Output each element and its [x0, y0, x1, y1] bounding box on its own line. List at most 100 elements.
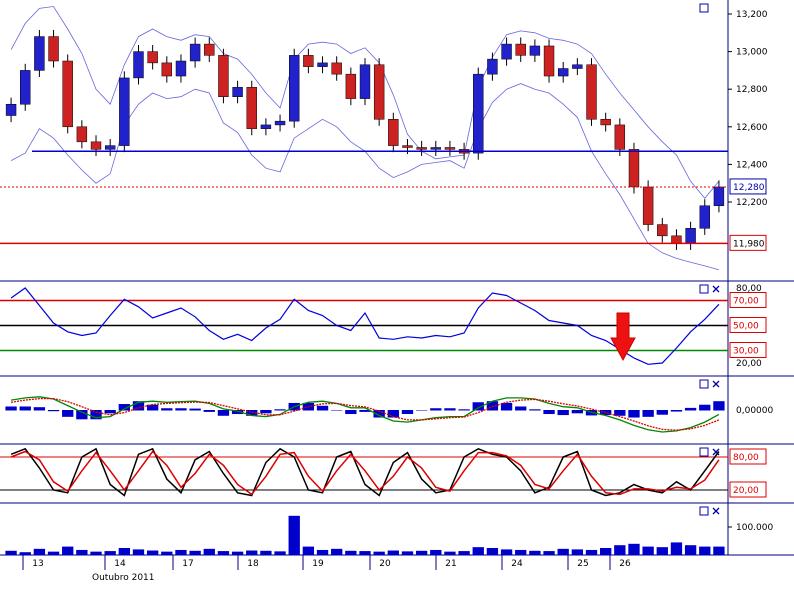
candle-body [388, 119, 399, 146]
volume-bar [316, 549, 329, 555]
rsi-level-label: 50,00 [733, 322, 759, 332]
candle-body [260, 124, 272, 129]
candle-body [515, 43, 526, 56]
macd-histogram-bar [614, 410, 626, 416]
macd-histogram-bar [458, 409, 470, 411]
x-tick-label: 19 [312, 559, 324, 569]
volume-bar [345, 550, 357, 555]
volume-bar [684, 545, 697, 555]
candle-body [232, 87, 243, 97]
stoch-level-box [729, 481, 767, 498]
close-icon[interactable] [712, 285, 720, 293]
stoch-pct-D-line [10, 450, 720, 496]
macd-histogram-bar [628, 410, 640, 418]
candle-body [34, 36, 45, 71]
x-month-label: Outubro 2011 [92, 573, 155, 583]
volume-bar [217, 551, 230, 555]
candle-body [119, 77, 130, 146]
candle-body [373, 64, 385, 120]
close-icon[interactable] [712, 380, 720, 388]
volume-bar [260, 550, 272, 555]
macd-histogram-bar [642, 410, 654, 417]
candle-body [5, 103, 17, 116]
candle-body [90, 141, 102, 150]
macd-histogram-bar [684, 407, 697, 411]
candle-body [657, 224, 668, 237]
candle-body [671, 235, 682, 244]
candle-body [175, 60, 187, 77]
volume-bar [19, 552, 31, 555]
maximize-icon[interactable] [699, 284, 709, 294]
volume-bar [302, 546, 315, 555]
close-icon[interactable] [712, 507, 720, 515]
volume-bar [387, 550, 399, 555]
candle-body [48, 36, 59, 62]
volume-bar [415, 550, 428, 555]
macd-histogram-bar [713, 401, 725, 411]
candle-body [62, 60, 73, 128]
volume-bar [274, 551, 286, 555]
volume-bar [699, 546, 711, 555]
volume-bar [288, 515, 300, 555]
volume-bar [161, 551, 173, 555]
candle-body [614, 124, 626, 150]
macd-histogram-bar [571, 410, 584, 414]
candle-body [699, 205, 710, 229]
candle-body [20, 70, 31, 105]
candle-body [487, 58, 498, 75]
y-tick-label: 12,600 [736, 123, 768, 133]
macd-histogram-bar [699, 404, 711, 411]
volume-bar [5, 550, 17, 555]
macd-histogram-bar [529, 409, 541, 411]
volume-bar [231, 551, 244, 555]
candle-body [501, 43, 512, 60]
stoch-level-box [729, 448, 767, 465]
x-tick-label: 18 [247, 559, 259, 569]
volume-bar [585, 549, 598, 555]
support-label-box [729, 234, 767, 251]
x-tick-label: 13 [32, 559, 43, 569]
macd-histogram-bar [19, 406, 31, 411]
macd-histogram-bar [260, 410, 272, 414]
candle-body [557, 68, 569, 77]
macd-histogram-bar [90, 410, 102, 420]
volume-bar [614, 545, 626, 555]
volume-bar [76, 549, 88, 555]
maximize-icon[interactable] [699, 379, 709, 389]
y-tick-label: 20,00 [736, 359, 762, 369]
volume-bar [104, 551, 116, 555]
last-price-label-box [729, 178, 767, 195]
y-tick-label: 13,200 [736, 10, 768, 20]
candle-body [572, 64, 583, 69]
volume-bar [628, 543, 640, 555]
macd-histogram-bar [5, 406, 17, 411]
macd-histogram-bar [500, 402, 513, 411]
candle-body [402, 145, 413, 148]
maximize-icon[interactable] [699, 506, 709, 516]
macd-histogram-bar [515, 406, 527, 411]
macd-histogram-bar [33, 407, 46, 411]
y-tick-label: 100.000 [736, 523, 773, 533]
macd-histogram-bar [444, 408, 456, 411]
y-tick-label: 12,400 [736, 160, 768, 170]
candle-body [331, 62, 342, 75]
volume-bar [430, 549, 442, 555]
macd-histogram-bar [104, 410, 116, 414]
candle-body [303, 55, 314, 67]
candle-body [274, 120, 286, 126]
x-tick-label: 25 [577, 559, 588, 569]
macd-histogram-bar [401, 410, 414, 415]
macd-histogram-bar [146, 404, 159, 411]
volume-bar [543, 551, 555, 555]
macd-histogram-bar [359, 410, 371, 412]
candle-body [104, 145, 116, 150]
volume-bar [90, 551, 102, 555]
candle-body [218, 55, 229, 97]
macd-histogram-bar [345, 410, 357, 415]
maximize-icon[interactable] [699, 3, 709, 13]
maximize-icon[interactable] [699, 447, 709, 457]
macd-histogram-bar [557, 410, 569, 416]
candle-body [444, 147, 456, 150]
candle-body [685, 228, 696, 244]
